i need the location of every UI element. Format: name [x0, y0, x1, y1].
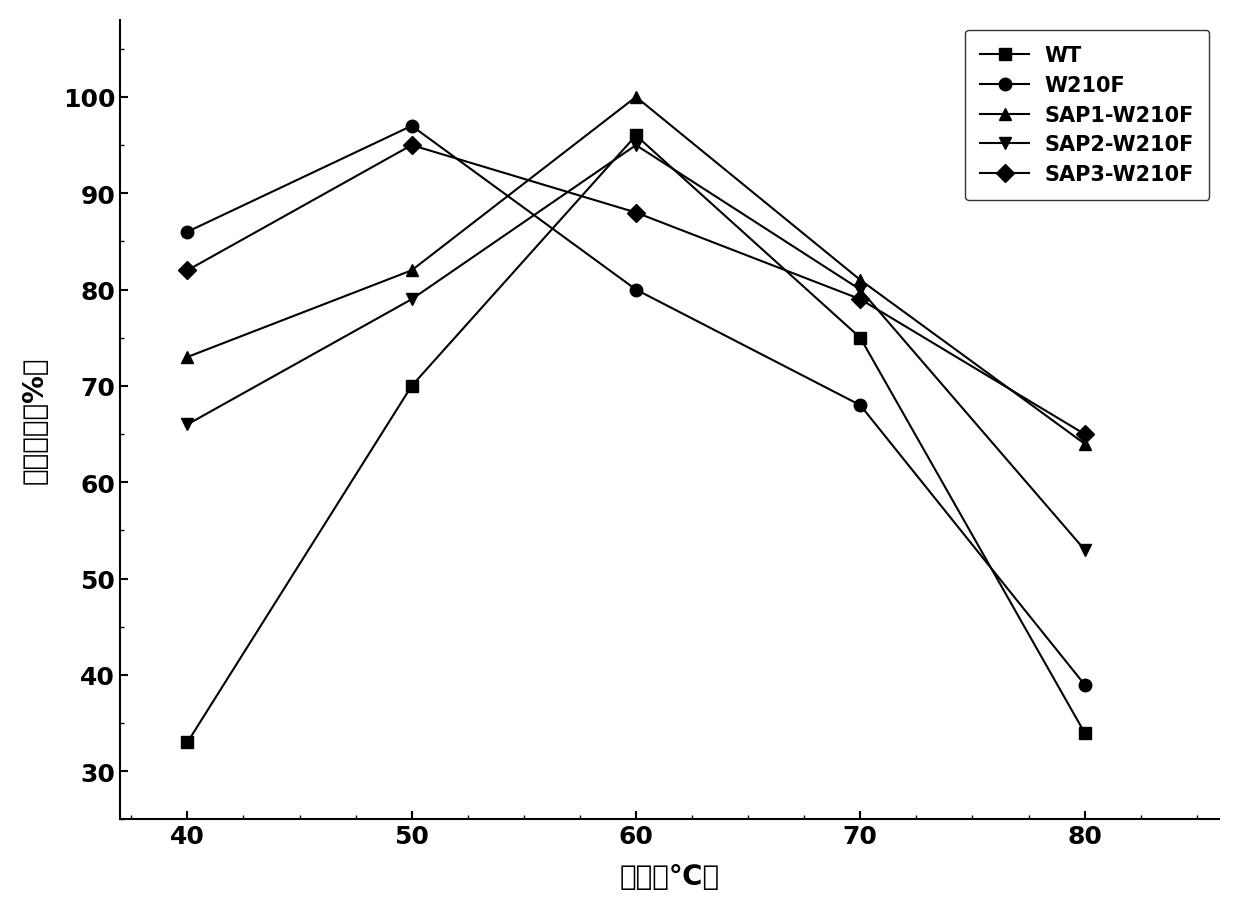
- W210F: [1078, 680, 1092, 691]
- SAP3-W210F: [180, 265, 195, 276]
- SAP1-W210F: [629, 92, 644, 103]
- W210F: [629, 285, 644, 296]
- SAP1-W210F: [404, 265, 419, 276]
- SAP3-W210F: [629, 208, 644, 219]
- SAP2-W210F: [180, 419, 195, 430]
- SAP2-W210F: [853, 285, 868, 296]
- WT: [404, 381, 419, 392]
- Legend: WT, W210F, SAP1-W210F, SAP2-W210F, SAP3-W210F: WT, W210F, SAP1-W210F, SAP2-W210F, SAP3-…: [965, 31, 1209, 200]
- Line: SAP1-W210F: SAP1-W210F: [181, 91, 1091, 450]
- SAP1-W210F: [1078, 439, 1092, 450]
- Line: SAP3-W210F: SAP3-W210F: [181, 139, 1091, 441]
- SAP2-W210F: [1078, 545, 1092, 556]
- SAP1-W210F: [853, 275, 868, 286]
- SAP2-W210F: [404, 294, 419, 305]
- SAP3-W210F: [1078, 429, 1092, 440]
- SAP3-W210F: [853, 294, 868, 305]
- WT: [629, 131, 644, 142]
- Line: W210F: W210F: [181, 120, 1091, 691]
- SAP2-W210F: [629, 140, 644, 151]
- WT: [853, 333, 868, 343]
- X-axis label: 温度（℃）: 温度（℃）: [620, 862, 719, 890]
- W210F: [404, 121, 419, 132]
- SAP3-W210F: [404, 140, 419, 151]
- WT: [180, 737, 195, 748]
- Line: WT: WT: [181, 130, 1091, 749]
- WT: [1078, 728, 1092, 739]
- Y-axis label: 相对酶活（%）: 相对酶活（%）: [21, 356, 48, 484]
- SAP1-W210F: [180, 353, 195, 363]
- Line: SAP2-W210F: SAP2-W210F: [181, 139, 1091, 557]
- W210F: [853, 400, 868, 411]
- W210F: [180, 227, 195, 238]
